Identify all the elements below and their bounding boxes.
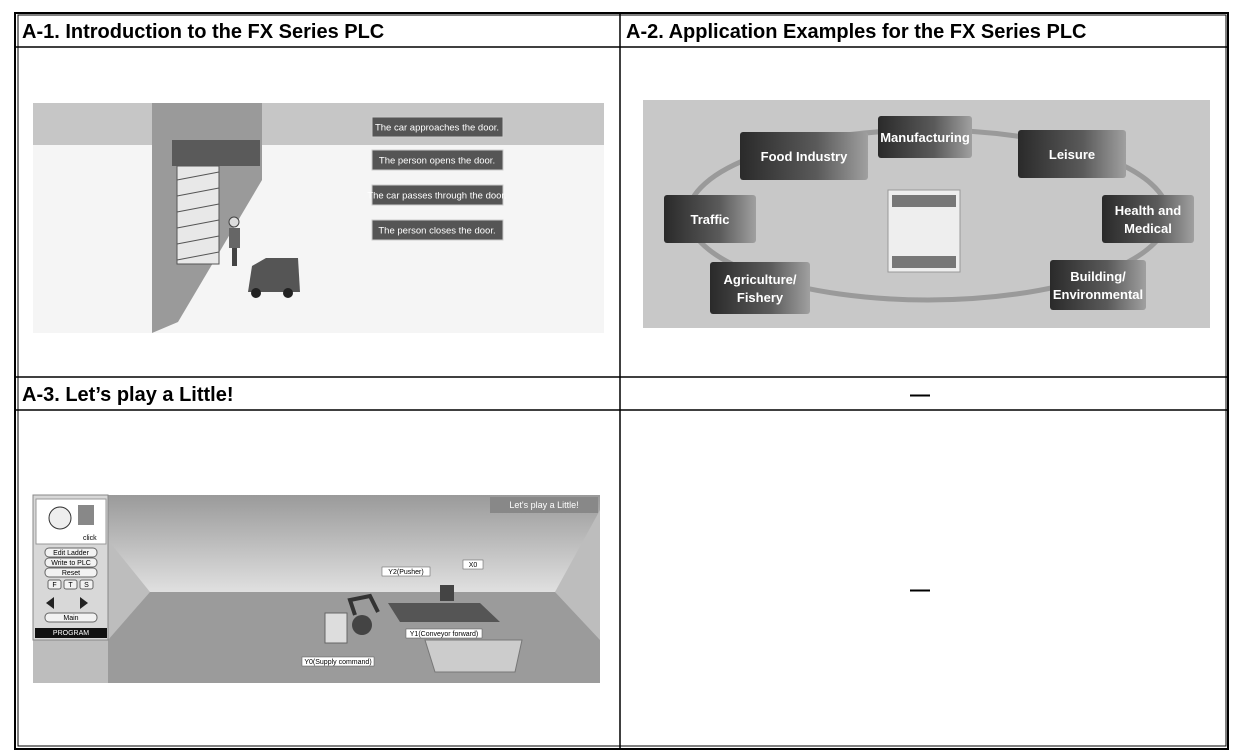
io-tag [301,656,375,667]
speed-label[interactable]: F [52,582,56,589]
app-label: Environmental [1053,287,1143,302]
panel-button[interactable] [44,567,98,578]
app-box [664,195,756,243]
click-hint[interactable]: click [83,535,97,542]
cell-title: A-2. Application Examples for the FX Ser… [626,21,1086,43]
panel-button-label[interactable]: Write to PLC [51,560,91,567]
panel-button-label[interactable]: Edit Ladder [53,550,89,557]
app-label: Leisure [1049,147,1095,162]
app-label: Health and [1115,203,1182,218]
app-label: Building/ [1070,269,1126,284]
io-tag [381,566,431,577]
app-box [740,132,868,180]
step-box [371,184,504,206]
table-frame [14,12,1229,750]
io-tag [405,628,483,639]
speed-button[interactable] [47,579,62,590]
app-label: Agriculture/ [724,272,797,287]
app-label: Medical [1124,221,1172,236]
cell-body: — [910,579,930,601]
panel-button-label[interactable]: Main [63,615,78,622]
app-box [878,116,972,158]
step-box [371,149,504,171]
screenshot-door: The car approaches the door. The person o… [33,103,604,333]
mode-label: PROGRAM [53,630,89,637]
step-box [371,116,504,138]
app-box [710,262,810,314]
io-tag [462,559,484,570]
app-label: Traffic [690,212,729,227]
app-box [1102,195,1194,243]
speed-button[interactable] [63,579,78,590]
app-box [1050,260,1146,310]
panel-button[interactable] [44,547,98,558]
panel-button-label[interactable]: Reset [62,570,80,577]
app-label: Food Industry [761,149,848,164]
speed-label[interactable]: T [68,582,73,589]
step-box [371,219,504,241]
cell-title: A-3. Let’s play a Little! [22,384,234,406]
cell-title: A-1. Introduction to the FX Series PLC [22,21,384,43]
step-label: The person closes the door. [378,226,495,237]
step-label: The person opens the door. [379,156,495,167]
app-label: Fishery [737,290,784,305]
panel-button[interactable] [44,612,98,623]
app-box [1018,130,1126,178]
banner: Let's play a Little! [509,500,578,510]
panel-button[interactable] [44,557,98,568]
speed-button[interactable] [79,579,94,590]
app-label: Manufacturing [880,130,970,145]
step-label: The car approaches the door. [375,123,499,134]
io-label: Y2(Pusher) [388,569,423,576]
screenshot-applications: Food Industry Manufacturing Leisure Traffic… [643,100,1210,328]
speed-label[interactable]: S [84,582,89,589]
io-label: Y0(Supply command) [304,659,371,666]
step-label: The car passes through the door. [367,191,506,202]
cell-title: — [910,384,930,406]
io-label: X0 [469,562,478,569]
screenshot-simulator: click Edit Ladder Write to PLC Reset Main F T… [32,494,600,683]
io-label: Y1(Conveyor forward) [410,631,478,638]
